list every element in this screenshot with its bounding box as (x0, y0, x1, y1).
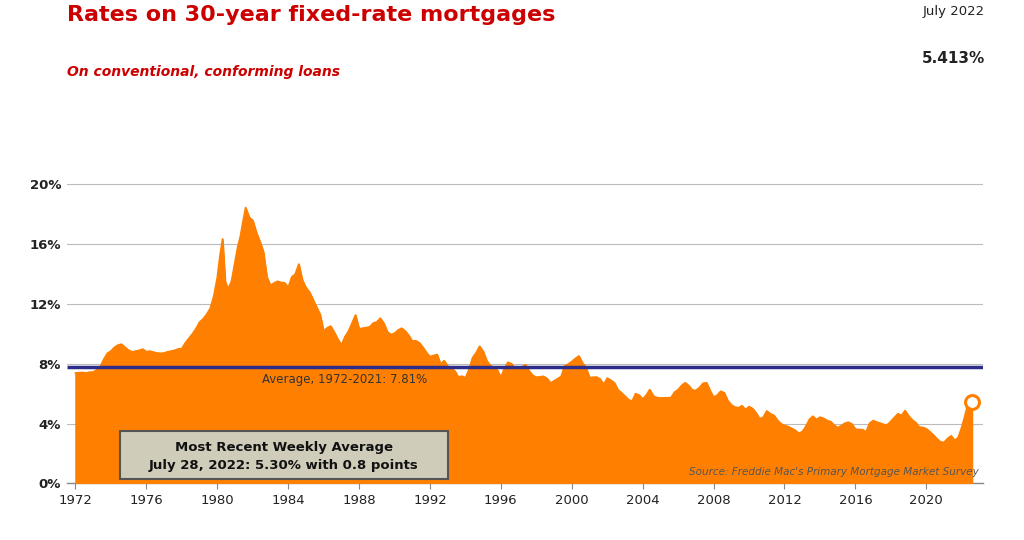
Text: 5.413%: 5.413% (922, 51, 985, 66)
Text: July 28, 2022: 5.30% with 0.8 points: July 28, 2022: 5.30% with 0.8 points (148, 459, 419, 472)
FancyBboxPatch shape (120, 431, 447, 479)
Text: Most Recent Weekly Average: Most Recent Weekly Average (175, 441, 393, 454)
Text: On conventional, conforming loans: On conventional, conforming loans (67, 65, 340, 79)
Text: Average, 1972-2021: 7.81%: Average, 1972-2021: 7.81% (261, 373, 427, 386)
Text: July 2022: July 2022 (923, 5, 985, 18)
Text: Rates on 30-year fixed-rate mortgages: Rates on 30-year fixed-rate mortgages (67, 5, 555, 25)
Text: Source: Freddie Mac's Primary Mortgage Market Survey: Source: Freddie Mac's Primary Mortgage M… (689, 467, 979, 477)
